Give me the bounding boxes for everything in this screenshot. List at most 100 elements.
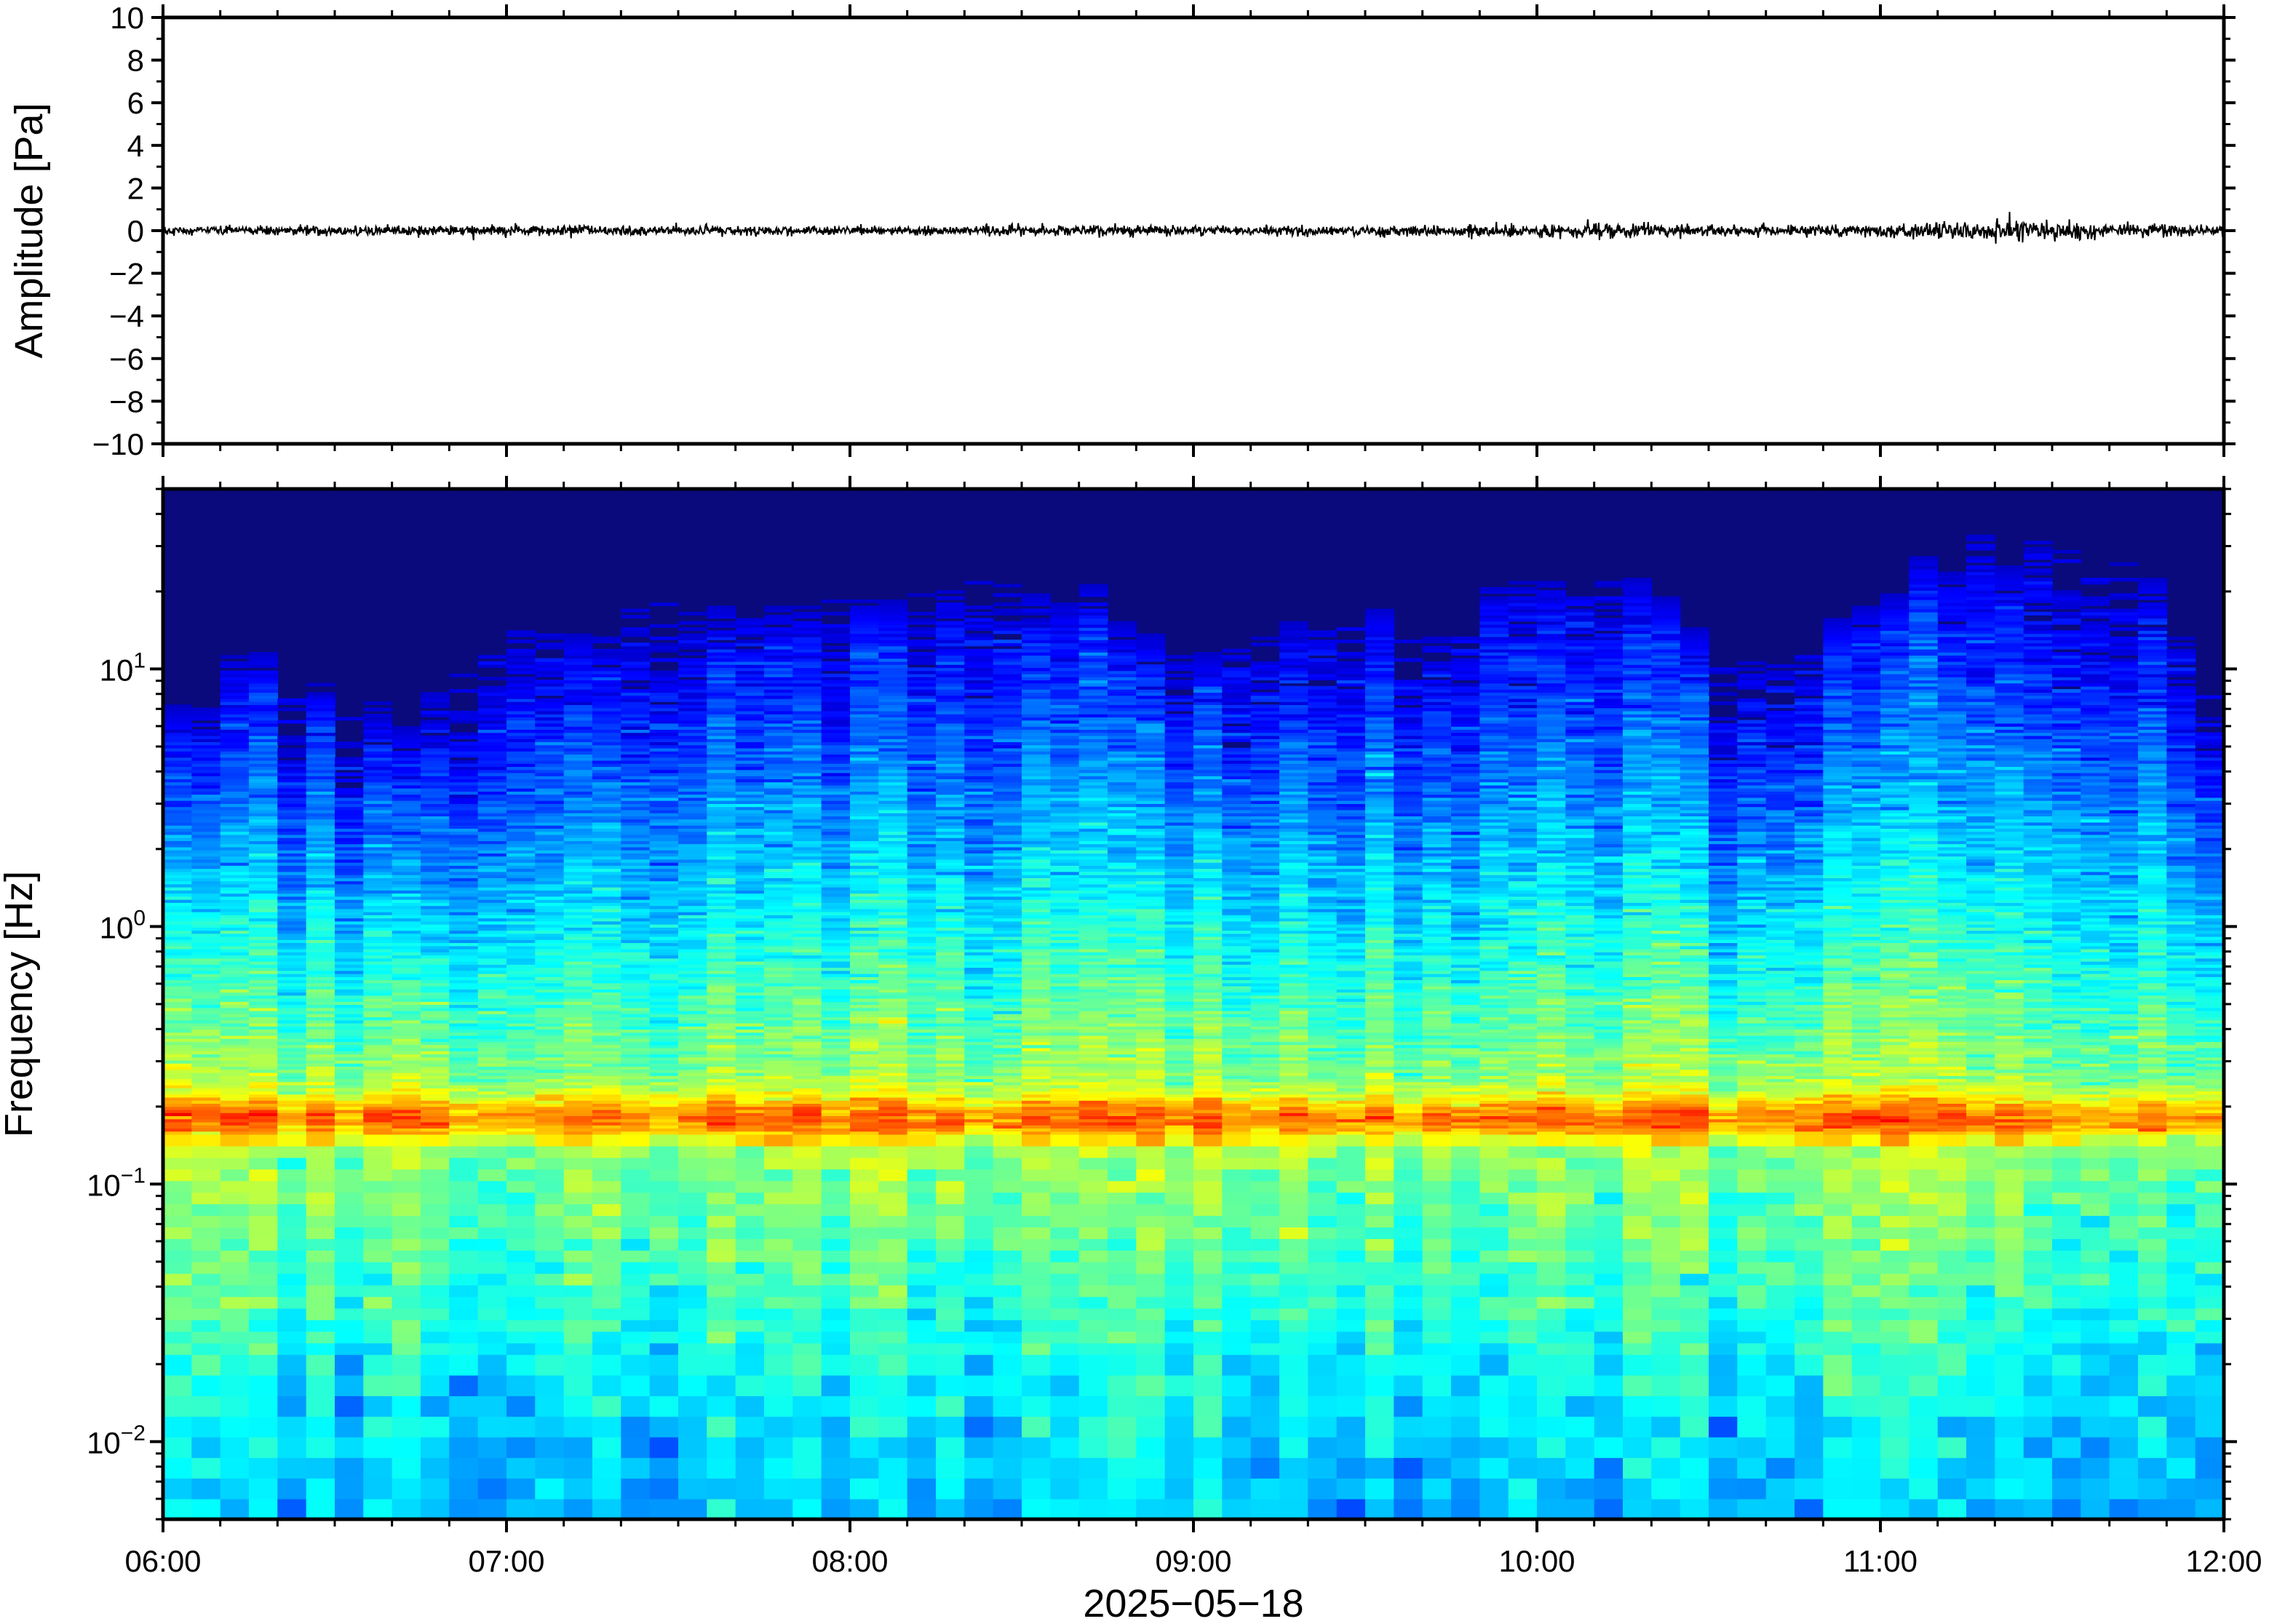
spectrogram-cell [621, 769, 651, 773]
spectrogram-cell [592, 769, 622, 773]
spectrogram-cell [363, 908, 393, 912]
spectrogram-cell [764, 942, 794, 947]
spectrogram-cell [249, 1121, 279, 1126]
spectrogram-cell [421, 1145, 450, 1158]
spectrogram-cell [878, 821, 908, 826]
spectrogram-cell [249, 698, 279, 702]
spectrogram-cell [764, 695, 794, 699]
spectrogram-cell [191, 825, 221, 829]
spectrogram-cell [563, 945, 593, 950]
spectrogram-cell [621, 1436, 651, 1458]
spectrogram-cell [535, 1044, 565, 1048]
spectrogram-cell [592, 680, 622, 684]
spectrogram-cell [678, 920, 708, 925]
spectrogram-cell [707, 670, 736, 674]
spectrogram-cell [249, 893, 279, 897]
spectrogram-cell [563, 772, 593, 776]
spectrogram-cell [563, 769, 593, 773]
spectrogram-cell [764, 979, 794, 984]
spectrogram-cell [363, 843, 393, 848]
spectrogram-cell [621, 1192, 651, 1205]
spectrogram-cell [792, 982, 822, 987]
spectrogram-cell [306, 821, 335, 826]
spectrogram-cell [592, 701, 622, 705]
spectrogram-cell [621, 784, 651, 789]
spectrogram-cell [764, 784, 794, 789]
spectrogram-cell [707, 636, 736, 640]
spectrogram-cell [707, 861, 736, 866]
spectrogram-cell [477, 865, 507, 869]
spectrogram-cell [878, 1059, 908, 1064]
spectrogram-cell [707, 936, 736, 940]
spectrogram-cell [506, 652, 536, 656]
spectrogram-cell [163, 1396, 193, 1417]
spectrogram-cell [850, 729, 880, 733]
spectrogram-cell [735, 701, 765, 705]
spectrogram-cell [449, 1145, 479, 1158]
spectrogram-cell [277, 779, 307, 783]
spectrogram-cell [678, 1128, 708, 1132]
spectrogram-cell [421, 819, 450, 823]
spectrogram-cell [649, 1088, 679, 1092]
spectrogram-cell [764, 809, 794, 813]
spectrogram-cell [421, 747, 450, 752]
spectrogram-cell [249, 1498, 279, 1519]
spectrogram-cell [249, 803, 279, 808]
spectrogram-cell [592, 1262, 622, 1274]
spectrogram-cell [535, 893, 565, 897]
spectrogram-cell [392, 933, 421, 937]
spectrogram-cell [477, 816, 507, 820]
spectrogram-cell [191, 729, 221, 733]
spectrogram-cell [678, 846, 708, 851]
spectrogram-cell [421, 735, 450, 739]
spectrogram-cell [220, 809, 250, 813]
spectrogram-cell [249, 1007, 279, 1011]
spectrogram-cell [449, 1203, 479, 1217]
spectrogram-cell [592, 1084, 622, 1088]
spectrogram-cell [792, 701, 822, 705]
spectrogram-cell [163, 1307, 193, 1321]
spectrogram-cell [878, 766, 908, 771]
spectrogram-cell [649, 952, 679, 956]
spectrogram-cell [621, 803, 651, 808]
spectrogram-cell [592, 927, 622, 931]
spectrogram-cell [878, 605, 908, 610]
spectrogram-cell [764, 1004, 794, 1008]
spectrogram-cell [191, 1088, 221, 1092]
spectrogram-cell [764, 776, 794, 779]
spectrogram-cell [563, 948, 593, 952]
spectrogram-cell [735, 1081, 765, 1086]
spectrogram-cell [191, 1091, 221, 1095]
spectrogram-cell [792, 695, 822, 699]
spectrogram-cell [392, 952, 421, 956]
spectrogram-cell [249, 677, 279, 681]
spectrogram-cell [477, 1010, 507, 1014]
spectrogram-cell [764, 621, 794, 625]
spectrogram-cell [220, 837, 250, 841]
spectrogram-cell [306, 939, 335, 944]
spectrogram-cell [792, 803, 822, 808]
spectrogram-cell [306, 964, 335, 968]
spectrogram-cell [563, 1019, 593, 1024]
spectrogram-cell [535, 930, 565, 934]
spectrogram-cell [392, 794, 421, 798]
spectrogram-cell [878, 1134, 908, 1147]
spectrogram-cell [707, 1128, 736, 1132]
spectrogram-cell [592, 682, 622, 687]
spectrogram-cell [878, 1001, 908, 1006]
spectrogram-cell [792, 992, 822, 996]
spectrogram-cell [878, 886, 908, 891]
spectrogram-cell [907, 1100, 937, 1104]
spectrogram-cell [907, 1010, 937, 1014]
spectrogram-cell [449, 714, 479, 717]
spectrogram-cell [277, 1106, 307, 1110]
spectrogram-cell [535, 985, 565, 990]
spectrogram-cell [821, 819, 851, 823]
spectrogram-cell [506, 859, 536, 863]
waveform-trace [163, 212, 2224, 244]
spectrogram-cell [563, 1100, 593, 1104]
spectrogram-cell [563, 831, 593, 835]
spectrogram-cell [678, 633, 708, 637]
spectrogram-cell [563, 960, 593, 965]
spectrogram-cell [735, 1118, 765, 1123]
